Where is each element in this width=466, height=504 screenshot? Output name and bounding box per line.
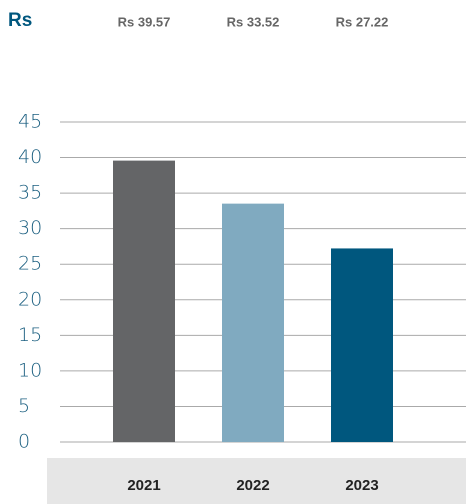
bar: [222, 203, 284, 442]
y-tick-label: 5: [18, 395, 30, 417]
value-label: Rs 33.52: [227, 14, 280, 29]
x-tick-label: 2023: [345, 477, 378, 494]
bar: [331, 248, 393, 442]
bar: [113, 160, 175, 442]
y-tick-label: 0: [18, 431, 30, 453]
x-tick-label: 2022: [236, 477, 269, 494]
y-tick-label: 15: [18, 324, 42, 346]
y-tick-label: 20: [18, 288, 42, 310]
value-label: Rs 39.57: [118, 14, 171, 29]
x-tick-label: 2021: [127, 477, 160, 494]
y-tick-label: 25: [18, 253, 42, 275]
value-label: Rs 27.22: [336, 14, 389, 29]
y-tick-label: 45: [18, 111, 42, 133]
y-tick-label: 35: [18, 182, 42, 204]
y-tick-label: 40: [18, 146, 42, 168]
y-tick-label: 30: [18, 217, 42, 239]
category-band: [47, 458, 466, 504]
y-tick-label: 10: [18, 359, 42, 381]
chart-title: Rs: [8, 10, 32, 31]
